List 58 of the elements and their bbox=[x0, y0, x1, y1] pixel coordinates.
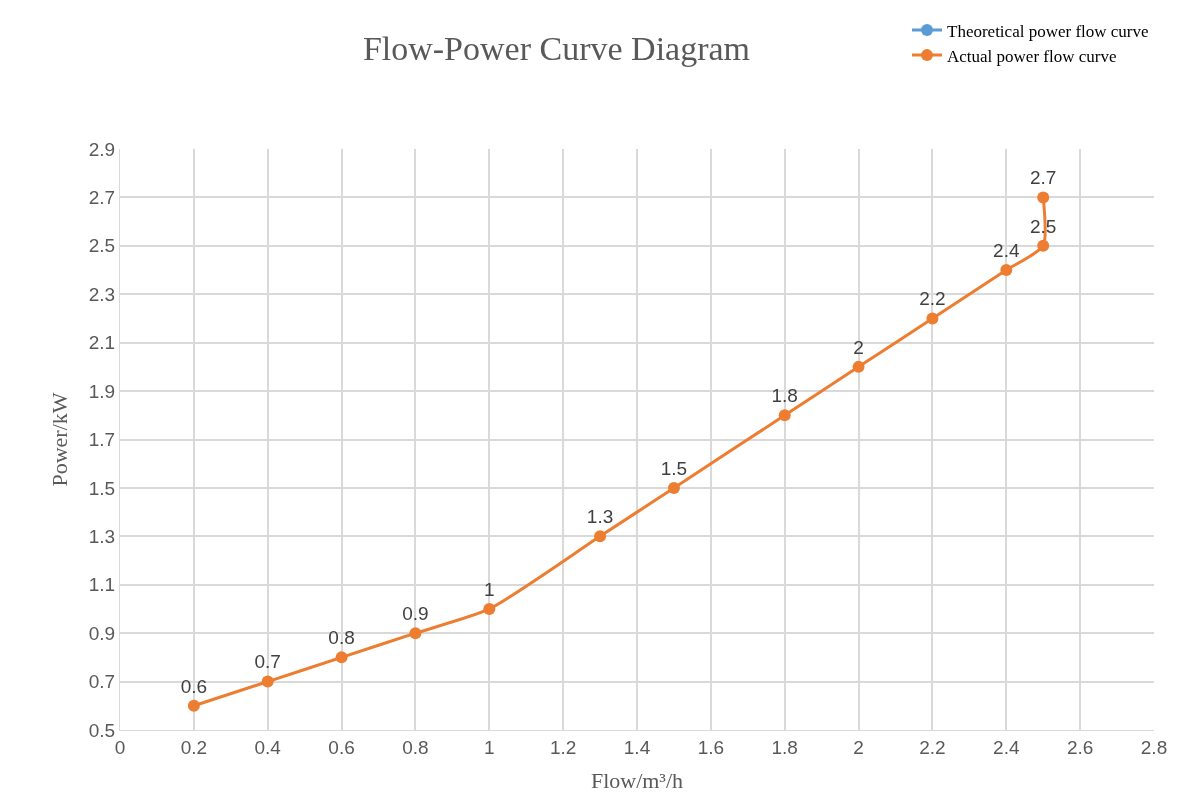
y-tick-label: 0.5 bbox=[88, 719, 116, 741]
data-label: 2 bbox=[853, 336, 864, 358]
x-tick-label: 2 bbox=[853, 736, 864, 758]
point bbox=[187, 699, 200, 712]
point bbox=[926, 312, 939, 325]
x-tick-label: 1 bbox=[484, 736, 495, 758]
y-tick-label: 2.1 bbox=[88, 332, 116, 354]
data-label: 1 bbox=[484, 578, 495, 600]
data-label: 1.3 bbox=[586, 506, 614, 528]
point bbox=[409, 627, 422, 640]
y-tick-label: 0.9 bbox=[88, 622, 116, 644]
point bbox=[1000, 264, 1013, 277]
x-tick-label: 2.8 bbox=[1140, 736, 1168, 758]
y-tick-label: 1.5 bbox=[88, 477, 116, 499]
x-tick-label: 1.8 bbox=[771, 736, 798, 758]
y-tick-label: 2.9 bbox=[88, 138, 116, 160]
point bbox=[335, 651, 348, 664]
point bbox=[778, 409, 791, 422]
point bbox=[667, 481, 680, 494]
data-label: 1.5 bbox=[660, 457, 688, 479]
y-axis-title: Power/kW bbox=[46, 392, 72, 487]
y-tick-label: 1.1 bbox=[88, 574, 116, 596]
y-tick-label: 2.7 bbox=[88, 187, 116, 209]
x-tick-label: 1.4 bbox=[623, 736, 651, 758]
x-tick-label: 1.6 bbox=[697, 736, 725, 758]
data-label: 0.9 bbox=[402, 602, 429, 624]
data-label: 1.8 bbox=[771, 385, 798, 407]
y-tick-label: 1.9 bbox=[88, 380, 116, 402]
y-tick-label: 2.3 bbox=[88, 283, 116, 305]
x-tick-label: 2.6 bbox=[1066, 736, 1094, 758]
x-axis-title: Flow/m³/h bbox=[590, 767, 684, 793]
x-tick-label: 0.6 bbox=[328, 736, 355, 758]
x-tick-label: 0.2 bbox=[180, 736, 208, 758]
point bbox=[261, 675, 274, 688]
x-tick-label: 1.2 bbox=[549, 736, 577, 758]
data-label: 0.6 bbox=[180, 675, 208, 697]
x-tick-label: 0 bbox=[114, 736, 126, 758]
data-label: 2.4 bbox=[993, 239, 1020, 261]
x-tick-label: 0.8 bbox=[402, 736, 429, 758]
y-tick-label: 1.7 bbox=[88, 429, 116, 451]
y-tick-label: 0.7 bbox=[88, 671, 116, 693]
point bbox=[1037, 239, 1050, 252]
point bbox=[852, 360, 865, 373]
legend-label: Theoretical power flow curve bbox=[947, 21, 1149, 41]
x-tick-label: 2.2 bbox=[919, 736, 946, 758]
y-tick-label: 2.5 bbox=[88, 235, 116, 257]
data-label: 0.8 bbox=[328, 627, 355, 649]
chart-title: Flow-Power Curve Diagram bbox=[362, 29, 751, 67]
data-label: 2.2 bbox=[919, 288, 946, 310]
x-tick-label: 2.4 bbox=[993, 736, 1020, 758]
point bbox=[483, 602, 496, 615]
y-tick-label: 1.3 bbox=[88, 525, 116, 547]
data-label: 2.7 bbox=[1030, 167, 1057, 189]
point bbox=[1037, 191, 1050, 204]
x-tick-label: 0.4 bbox=[254, 736, 282, 758]
point bbox=[594, 530, 607, 543]
legend-label: Actual power flow curve bbox=[947, 46, 1117, 66]
data-label: 0.7 bbox=[254, 651, 281, 673]
